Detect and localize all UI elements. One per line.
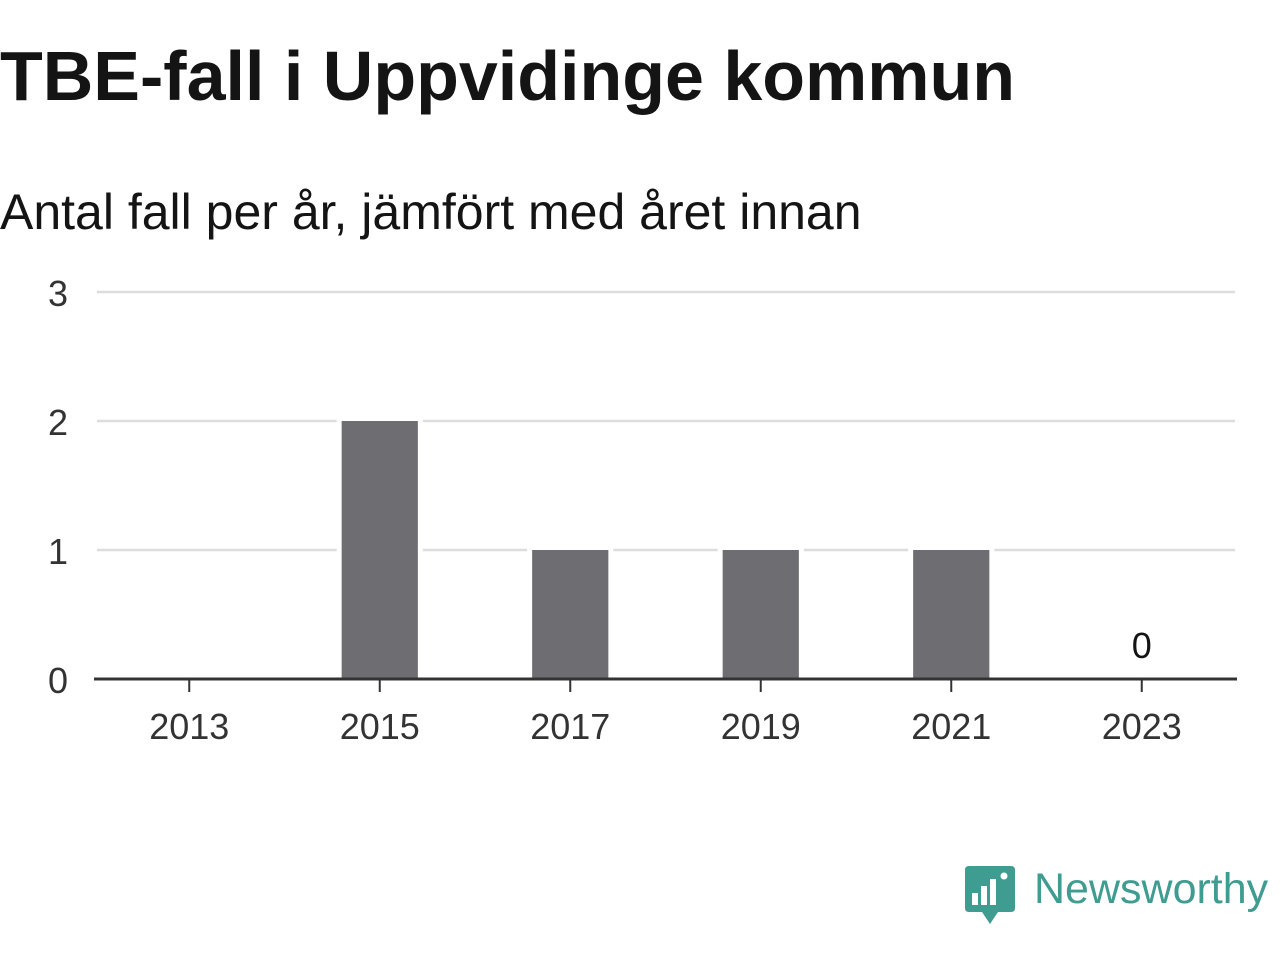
x-tick-label: 2021 [911, 706, 991, 747]
bar-2019 [717, 545, 804, 684]
bar-2021 [908, 545, 995, 684]
y-tick-label: 0 [48, 660, 68, 701]
data-label: 0 [1132, 625, 1152, 666]
y-axis: 0 1 2 3 [48, 273, 68, 701]
chart-subtitle: Antal fall per år, jämfört med året inna… [0, 184, 862, 240]
chart-title: TBE-fall i Uppvidinge kommun [0, 37, 1015, 115]
logo-bar-shape [990, 879, 996, 905]
bar-2015 [336, 416, 423, 684]
newsworthy-logo-icon [965, 866, 1015, 924]
x-axis: 2013 2015 2017 2019 2021 2023 [94, 677, 1237, 747]
y-tick-label: 3 [48, 273, 68, 314]
x-tick-label: 2017 [530, 706, 610, 747]
newsworthy-logo: Newsworthy [965, 865, 1269, 924]
bar-2017 [527, 545, 614, 684]
x-tick-label: 2015 [340, 706, 420, 747]
logo-wordmark: Newsworthy [1034, 865, 1269, 913]
gridlines [97, 290, 1235, 552]
logo-bar-shape [972, 893, 978, 905]
x-tick-label: 2013 [149, 706, 229, 747]
y-tick-label: 1 [48, 531, 68, 572]
x-tick-label: 2023 [1102, 706, 1182, 747]
bars [336, 416, 995, 684]
x-tick-label: 2019 [721, 706, 801, 747]
y-tick-label: 2 [48, 402, 68, 443]
data-labels: 0 [1132, 625, 1152, 666]
plot-area: 0 1 2 3 2013 2015 2017 2019 2021 2023 0 [48, 273, 1237, 747]
logo-dot-shape [1000, 872, 1008, 880]
logo-bar-shape [981, 886, 987, 905]
